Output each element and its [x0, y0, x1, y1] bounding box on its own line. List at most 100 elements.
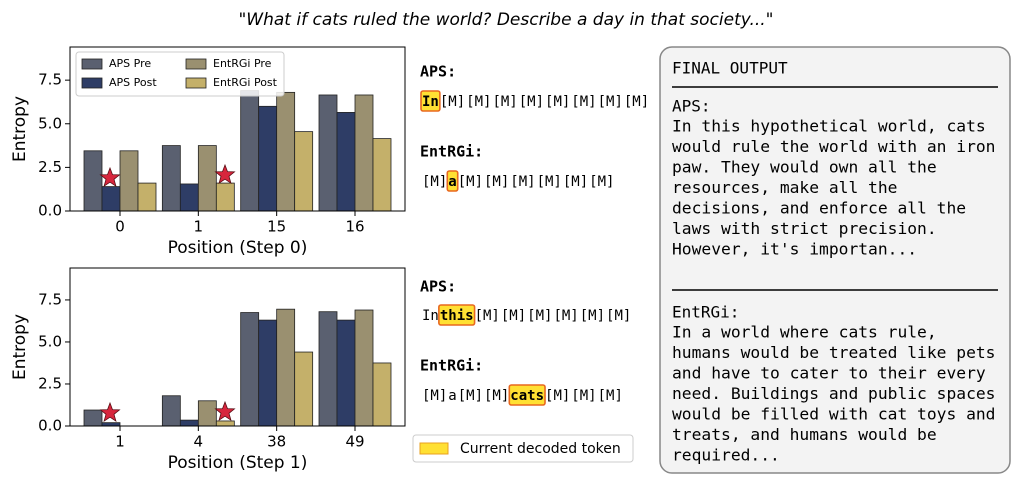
- output-line: paw. They would own all the: [672, 158, 937, 177]
- method-label: APS:: [420, 63, 456, 81]
- bar: [101, 422, 121, 427]
- bar: [294, 131, 314, 212]
- decoded-token: this: [440, 308, 474, 324]
- decoded-token: a: [448, 174, 456, 190]
- token: [M]: [624, 94, 649, 110]
- bar: [197, 400, 217, 427]
- bar: [318, 311, 338, 427]
- legend-swatch: [81, 77, 103, 89]
- star-marker: [99, 166, 121, 188]
- y-tick-label: 5.0: [38, 114, 62, 132]
- output-line: In this hypothetical world, cats: [672, 117, 986, 136]
- bar: [179, 419, 199, 427]
- token-legend-box: [412, 434, 634, 463]
- bar: [258, 105, 278, 212]
- bar: [137, 182, 157, 212]
- token: [M]: [440, 94, 465, 110]
- token: In: [422, 308, 439, 324]
- y-tick-label: 2.5: [38, 158, 62, 176]
- bar: [276, 308, 296, 427]
- bar: [372, 362, 392, 427]
- x-tick-label: 1: [115, 433, 125, 451]
- legend-swatch: [185, 58, 207, 70]
- x-tick-label: 15: [267, 218, 286, 236]
- bar: [197, 145, 217, 212]
- bar: [354, 309, 374, 427]
- bar: [215, 420, 235, 427]
- token-legend-label: Current decoded token: [460, 441, 621, 457]
- output-line: need. Buildings and public spaces: [672, 384, 995, 403]
- y-tick-label: 0.0: [38, 417, 62, 435]
- token: [M]: [537, 174, 562, 190]
- token: [M]: [501, 308, 526, 324]
- bar: [318, 94, 338, 212]
- output-line: required...: [672, 446, 780, 465]
- final-output-heading: FINAL OUTPUT: [672, 59, 788, 78]
- token-highlight: [438, 304, 476, 326]
- output-line: would be filled with cat toys and: [672, 405, 995, 424]
- token: [M]: [545, 94, 570, 110]
- x-axis-label: Position (Step 0): [168, 238, 308, 258]
- output-line: resources, make all the: [672, 178, 897, 197]
- bar: [258, 319, 278, 427]
- token: [M]: [571, 94, 596, 110]
- decoded-token: cats: [510, 388, 544, 404]
- bar: [276, 91, 296, 212]
- y-tick-label: 7.5: [38, 71, 62, 89]
- token: [M]: [492, 94, 517, 110]
- bar: [294, 351, 314, 427]
- y-tick-label: 5.0: [38, 332, 62, 350]
- bar: [83, 409, 103, 427]
- y-axis-label: Entropy: [10, 96, 30, 162]
- legend-box: [75, 51, 285, 97]
- token: [M]: [527, 308, 552, 324]
- section-label: EntRGi:: [672, 303, 739, 322]
- output-line: would rule the world with an iron: [672, 137, 995, 156]
- x-tick-label: 38: [267, 433, 286, 451]
- y-axis-label: Entropy: [10, 314, 30, 380]
- bar: [354, 94, 374, 212]
- x-tick-label: 16: [345, 218, 364, 236]
- output-line: and have to cater to their every: [672, 364, 986, 383]
- bar: [240, 312, 260, 427]
- token-highlight: [420, 90, 441, 112]
- token-highlight: [446, 170, 459, 192]
- output-line: humans would be treated like pets: [672, 343, 995, 362]
- final-output-box: [659, 46, 1011, 474]
- token: [M]: [422, 174, 447, 190]
- output-line: In a world where cats rule,: [672, 323, 937, 342]
- token: [M]: [475, 308, 500, 324]
- legend-swatch: [185, 77, 207, 89]
- bar: [372, 138, 392, 212]
- token: [M]: [589, 174, 614, 190]
- legend-label: APS Pre: [109, 57, 151, 70]
- decoded-token: In: [422, 94, 439, 110]
- token: [M]: [553, 308, 578, 324]
- token: [M]: [606, 308, 631, 324]
- x-tick-label: 49: [345, 433, 364, 451]
- token: [M]: [484, 174, 509, 190]
- legend-label: APS Post: [109, 76, 157, 89]
- output-line: decisions, and enforce all the: [672, 199, 966, 218]
- figure-title: "What if cats ruled the world? Describe …: [238, 10, 773, 30]
- legend-swatch: [81, 58, 103, 70]
- star-marker: [214, 400, 236, 422]
- token: [M]: [466, 94, 491, 110]
- bar: [119, 150, 139, 212]
- y-tick-label: 2.5: [38, 374, 62, 392]
- x-tick-label: 0: [115, 218, 125, 236]
- method-label: EntRGi:: [420, 143, 483, 161]
- token: [M]: [571, 388, 596, 404]
- bar: [336, 112, 356, 212]
- y-tick-label: 7.5: [38, 290, 62, 308]
- method-label: EntRGi:: [420, 357, 483, 375]
- x-tick-label: 4: [194, 433, 204, 451]
- token: a: [448, 388, 456, 404]
- token: [M]: [510, 174, 535, 190]
- bar: [179, 183, 199, 212]
- bar: [101, 186, 121, 212]
- token: [M]: [598, 94, 623, 110]
- bar: [161, 145, 181, 212]
